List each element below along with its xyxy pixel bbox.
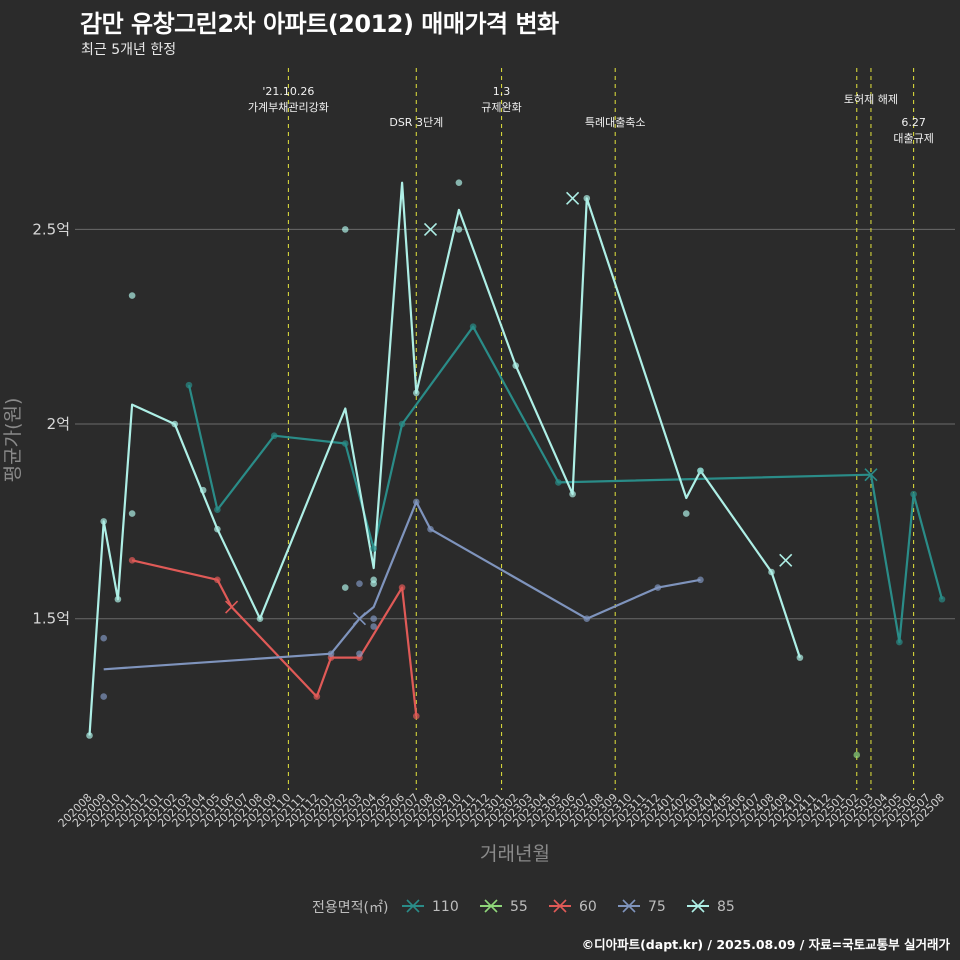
x-axis-title: 거래년월 xyxy=(480,843,550,865)
event-label: 특례대출축소 xyxy=(585,116,646,129)
cross-marker xyxy=(225,600,239,614)
legend-label: 110 xyxy=(432,899,459,915)
legend-label: 85 xyxy=(717,899,735,915)
y-axis-title: 평균가(원) xyxy=(2,398,24,483)
data-point-60 xyxy=(128,557,136,564)
series-line-110 xyxy=(187,325,944,644)
data-point-85 xyxy=(171,420,179,428)
event-label: DSR 3단계 xyxy=(389,116,443,129)
data-point-85 xyxy=(455,179,463,186)
y-tick-label: 1.5억 xyxy=(32,610,70,628)
data-point-110 xyxy=(896,638,903,646)
data-point-110 xyxy=(469,323,477,331)
data-point-110 xyxy=(270,432,278,440)
series-line-85 xyxy=(88,181,801,736)
data-point-110 xyxy=(938,595,946,603)
data-point-85 xyxy=(796,654,804,661)
legend-item-110: 110 xyxy=(402,899,459,915)
chart-subtitle: 최근 5개년 한정 xyxy=(81,42,177,58)
legend-label: 75 xyxy=(648,899,666,915)
data-point-85 xyxy=(256,615,264,623)
data-point-85 xyxy=(100,518,108,525)
cross-marker xyxy=(691,899,705,913)
event-label: 대출규제 xyxy=(893,132,933,145)
event-label: 1.3 xyxy=(493,85,511,98)
data-point-75 xyxy=(427,525,434,533)
data-point-85 xyxy=(199,486,207,494)
data-point-75 xyxy=(370,615,377,623)
legend-title: 전용면적(㎡) xyxy=(312,900,388,916)
cross-marker xyxy=(553,899,567,913)
data-point-110 xyxy=(370,545,377,552)
legend-item-60: 60 xyxy=(549,899,597,915)
legend-item-55: 55 xyxy=(480,899,528,915)
cross-marker xyxy=(779,553,793,567)
data-point-110 xyxy=(214,506,221,514)
data-point-85 xyxy=(341,584,349,591)
y-tick-label: 2억 xyxy=(47,415,70,433)
cross-marker xyxy=(622,899,636,913)
data-point-55 xyxy=(853,751,861,759)
data-point-75 xyxy=(356,650,363,658)
data-point-75 xyxy=(356,580,363,587)
cross-marker xyxy=(484,899,498,913)
y-tick-label: 2.5억 xyxy=(32,220,70,238)
data-point-85 xyxy=(697,467,704,475)
data-point-85 xyxy=(569,490,576,498)
cross-marker xyxy=(406,899,420,913)
event-label: '21.10.26 xyxy=(262,85,314,98)
cross-marker xyxy=(566,191,580,205)
data-point-75 xyxy=(654,584,662,591)
legend-item-85: 85 xyxy=(687,899,735,915)
data-point-75 xyxy=(412,498,420,506)
data-point-85 xyxy=(583,194,591,202)
data-point-75 xyxy=(370,623,377,630)
legend-label: 55 xyxy=(510,899,528,915)
data-point-110 xyxy=(341,440,349,447)
data-point-110 xyxy=(398,420,406,428)
data-point-85 xyxy=(214,525,221,533)
data-point-75 xyxy=(100,634,108,642)
data-point-85 xyxy=(128,292,136,299)
legend: 전용면적(㎡) 110 55 60 75 85 xyxy=(312,899,735,916)
data-point-85 xyxy=(114,595,122,603)
data-point-75 xyxy=(327,650,335,658)
cross-marker xyxy=(352,612,367,626)
chart-caption: ©디아파트(dapt.kr) / 2025.08.09 / 자료=국토교통부 실… xyxy=(581,937,950,952)
event-label: 가계부채관리강화 xyxy=(248,101,329,114)
cross-marker xyxy=(864,468,878,482)
data-point-110 xyxy=(555,479,562,486)
data-point-60 xyxy=(398,584,406,591)
chart-title: 감만 유창그린2차 아파트(2012) 매매가격 변화 xyxy=(80,10,559,38)
data-point-60 xyxy=(214,576,221,584)
data-point-85 xyxy=(370,580,377,587)
data-point-85 xyxy=(86,732,93,739)
series-line-60 xyxy=(131,559,418,717)
data-point-60 xyxy=(313,693,321,700)
data-point-85 xyxy=(412,389,420,397)
data-point-110 xyxy=(185,381,193,389)
cross-marker xyxy=(423,222,438,236)
data-point-85 xyxy=(455,226,463,233)
data-point-85 xyxy=(768,568,775,576)
event-label: 규제완화 xyxy=(481,101,521,114)
legend-label: 60 xyxy=(579,899,597,915)
data-point-85 xyxy=(128,510,136,517)
data-point-110 xyxy=(910,490,917,498)
data-point-85 xyxy=(341,226,349,233)
data-point-85 xyxy=(682,510,690,517)
event-label: 토허제 해제 xyxy=(844,92,898,106)
event-label: 6.27 xyxy=(901,116,926,129)
legend-item-75: 75 xyxy=(618,899,666,915)
data-point-85 xyxy=(512,362,520,369)
data-point-75 xyxy=(100,693,108,700)
data-point-75 xyxy=(697,576,704,584)
data-point-60 xyxy=(412,712,420,720)
data-point-75 xyxy=(583,615,591,623)
